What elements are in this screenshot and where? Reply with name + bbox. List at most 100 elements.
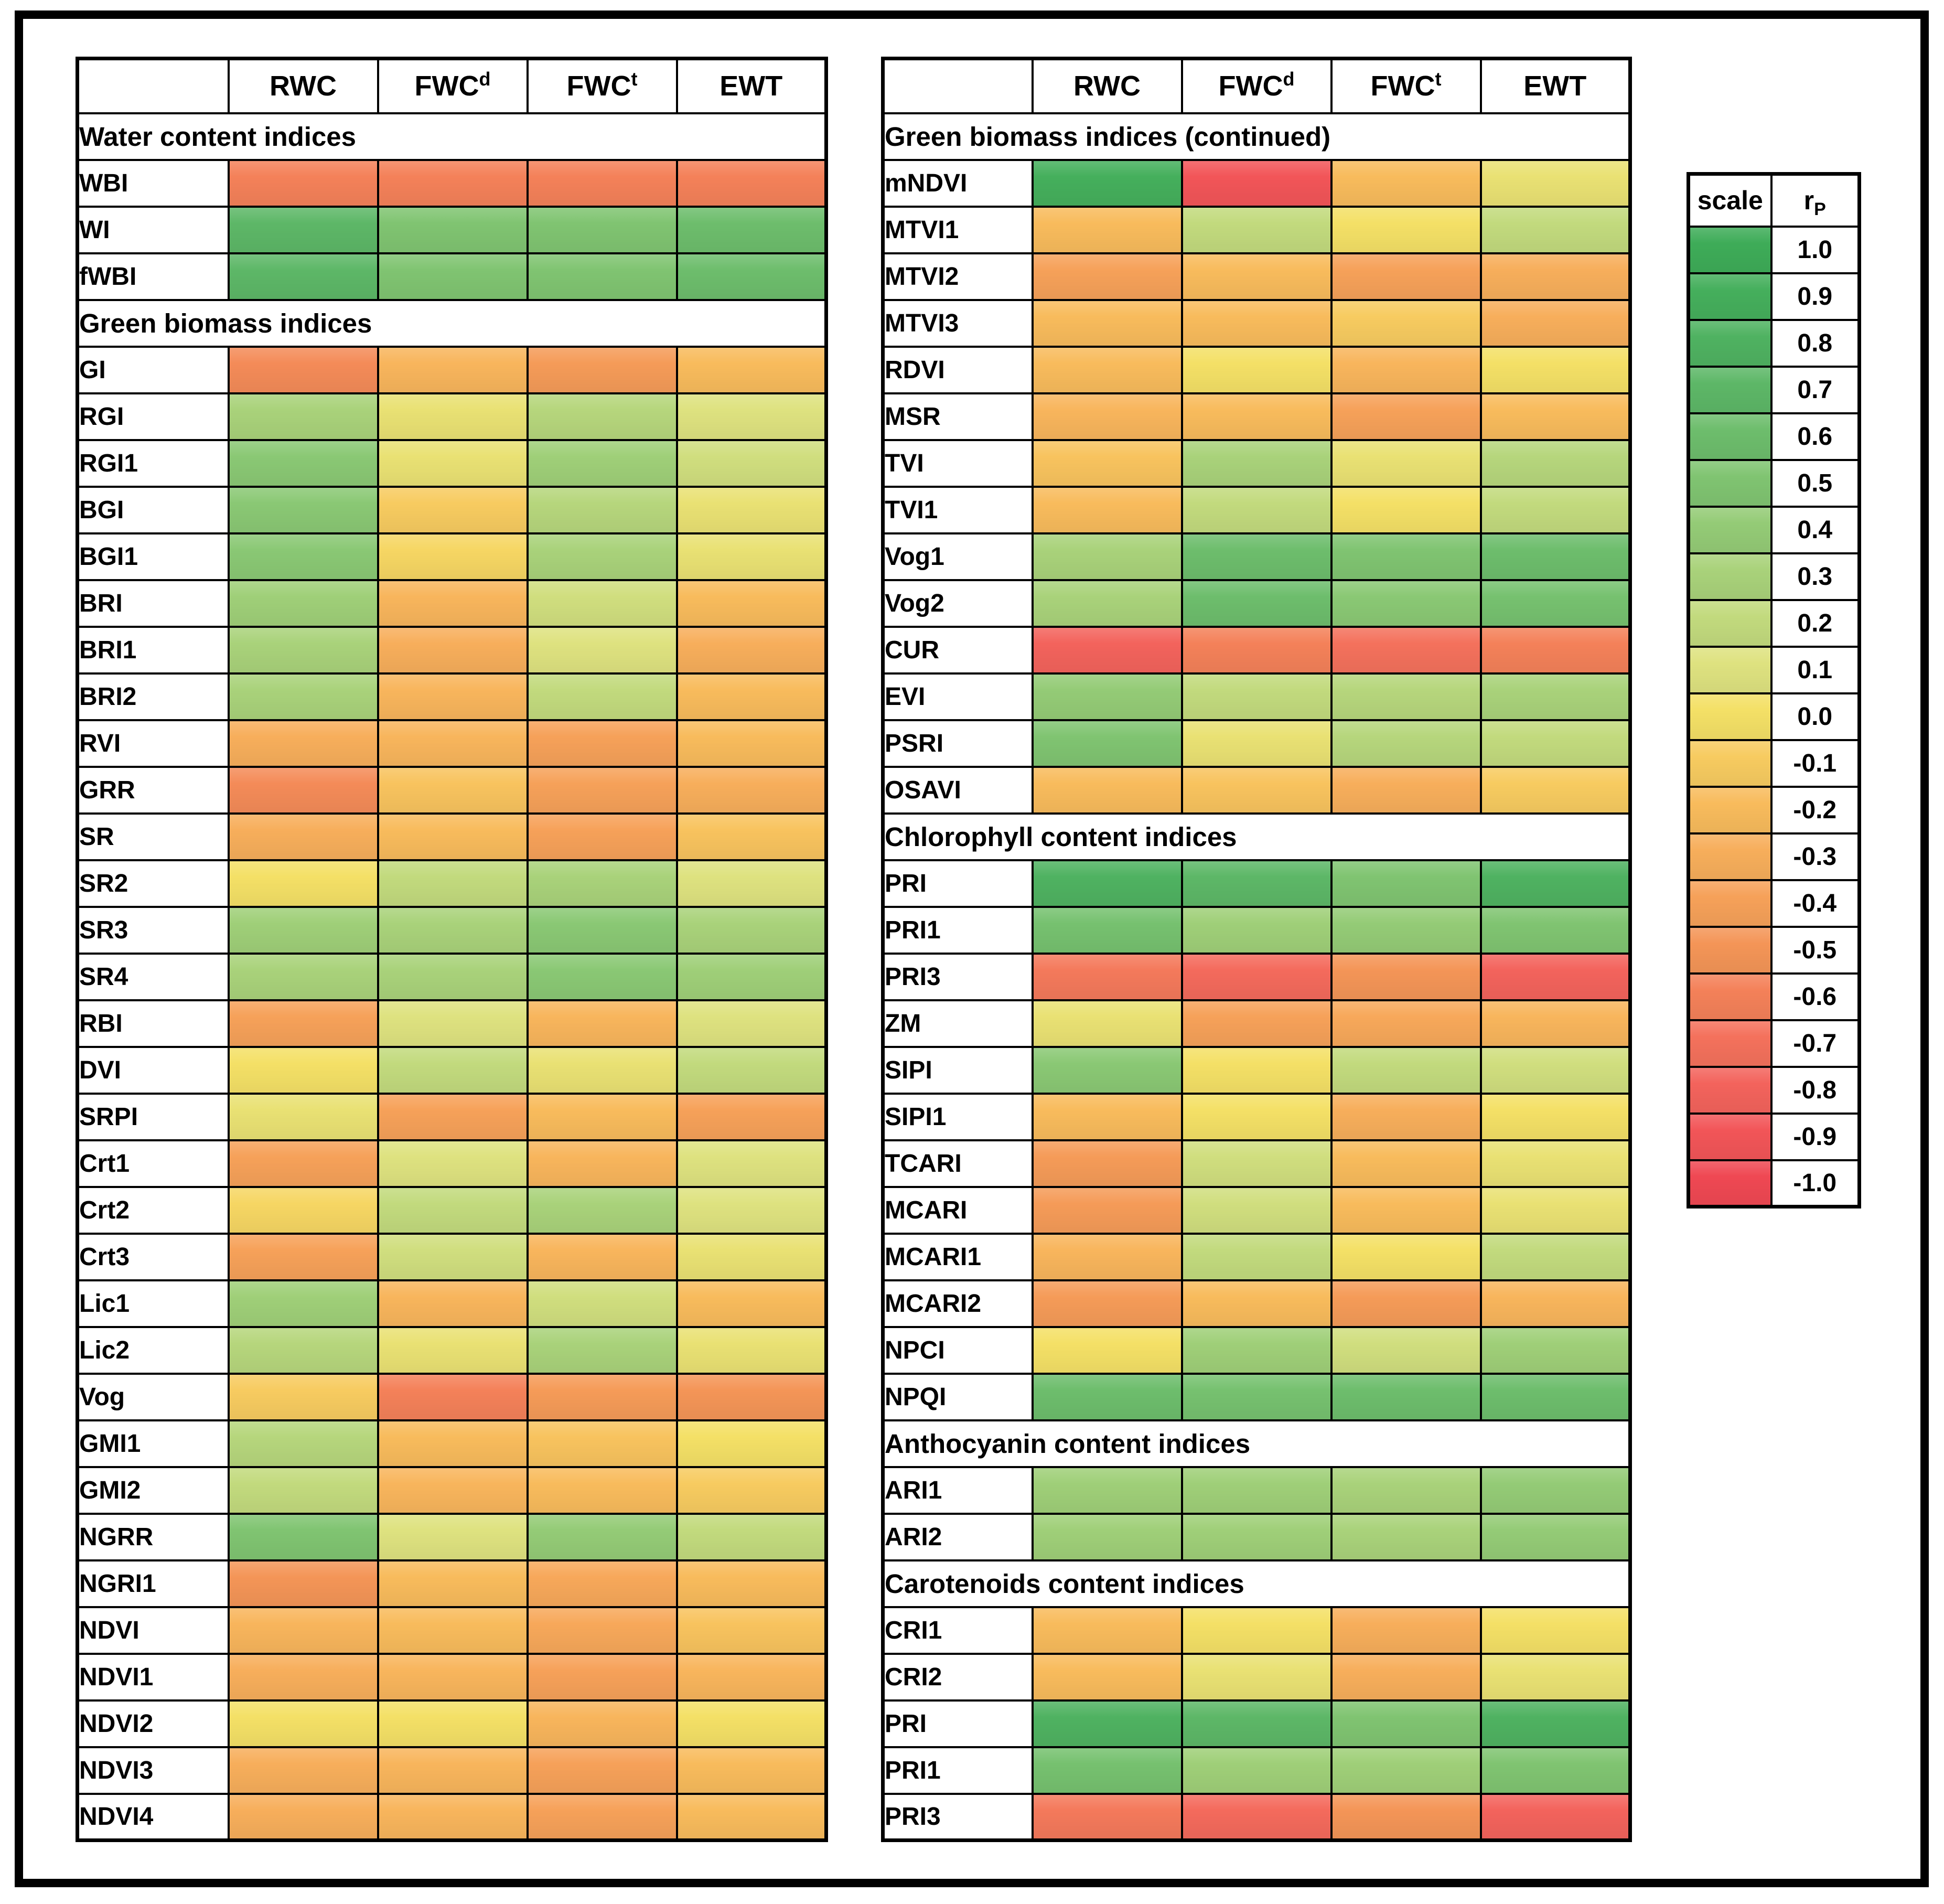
correlation-cell [377,1699,529,1748]
correlation-cell [1180,765,1333,815]
correlation-cell [1330,298,1482,348]
corner-cell [882,57,1034,114]
correlation-cell [1479,765,1631,815]
correlation-cell [1180,485,1333,534]
legend-value: -0.9 [1770,1112,1861,1161]
index-row: GMI2 [76,1466,828,1515]
correlation-cell [526,1232,678,1281]
index-row: mNDVI [882,158,1631,208]
index-row: CUR [882,625,1631,675]
column-header-fwct: FWCt [526,57,678,114]
correlation-cell [675,1652,828,1702]
index-label: mNDVI [882,158,1034,208]
correlation-cell [227,1139,379,1188]
correlation-cell [227,1559,379,1608]
legend-step-row: -0.5 [1687,925,1861,975]
index-label: BRI1 [76,625,230,675]
index-row: SR4 [76,952,828,1001]
correlation-cell [675,1559,828,1608]
correlation-cell [1330,1325,1482,1375]
index-label: SR [76,812,230,861]
legend-swatch [1687,552,1773,601]
correlation-cell [526,485,678,534]
correlation-cell [675,1139,828,1188]
index-label: MTVI3 [882,298,1034,348]
correlation-cell [1031,1372,1183,1421]
correlation-cell [1479,1606,1631,1655]
correlation-cell [377,1792,529,1842]
index-row: RBI [76,999,828,1048]
correlation-cell [1180,1606,1333,1655]
rp-base: r [1803,186,1814,216]
column-header-superscript: t [631,68,638,90]
column-header-label: RWC [1073,70,1141,102]
correlation-cell [1330,485,1482,534]
legend-value: 0.5 [1770,458,1861,508]
legend-value: 0.7 [1770,365,1861,414]
section-header: Anthocyanin content indices [882,1419,1631,1468]
correlation-cell [1031,579,1183,628]
correlation-cell [1479,1512,1631,1561]
index-label: PRI3 [882,952,1034,1001]
correlation-cell [675,1792,828,1842]
figure-content: RWC FWCd FWCt EWT Water content indices WBI WI… [76,57,1861,1842]
index-row: BGI [76,485,828,534]
correlation-cell [227,532,379,581]
correlation-cell [227,999,379,1048]
column-header-ewt: EWT [675,57,828,114]
correlation-cell [1031,1279,1183,1328]
index-row: BRI1 [76,625,828,675]
column-header-label: FWC [566,70,631,102]
correlation-cell [526,812,678,861]
index-row: MSR [882,392,1631,441]
correlation-cell [1330,1512,1482,1561]
correlation-cell [526,1606,678,1655]
index-label: EVI [882,672,1034,721]
legend-step-row: 0.5 [1687,458,1861,508]
index-row: PRI [882,859,1631,908]
correlation-cell [1330,625,1482,675]
correlation-cell [675,719,828,768]
index-label: PRI1 [882,1746,1034,1795]
index-row: RVI [76,719,828,768]
index-row: SR2 [76,859,828,908]
column-header-label: FWC [414,70,479,102]
index-row: NGRI1 [76,1559,828,1608]
index-label: TCARI [882,1139,1034,1188]
correlation-cell [526,579,678,628]
correlation-cell [1031,485,1183,534]
correlation-cell [1031,1232,1183,1281]
correlation-cell [377,1652,529,1702]
index-label: NGRI1 [76,1559,230,1608]
correlation-cell [1479,158,1631,208]
correlation-cell [1330,952,1482,1001]
correlation-cell [526,1045,678,1095]
correlation-cell [377,205,529,254]
correlation-cell [1180,1325,1333,1375]
column-header-row: RWC FWCd FWCt EWT [882,57,1631,114]
correlation-cell [1031,1139,1183,1188]
index-label: Crt3 [76,1232,230,1281]
index-row: Lic2 [76,1325,828,1375]
correlation-cell [526,1139,678,1188]
correlation-cell [675,859,828,908]
legend-swatch [1687,879,1773,928]
index-label: NDVI2 [76,1699,230,1748]
correlation-cell [377,952,529,1001]
index-row: RGI [76,392,828,441]
index-label: CRI1 [882,1606,1034,1655]
correlation-cell [1180,579,1333,628]
correlation-cell [1330,392,1482,441]
legend-swatch [1687,785,1773,835]
correlation-cell [1180,905,1333,955]
legend-value: 0.9 [1770,272,1861,321]
index-row: NDVI1 [76,1652,828,1702]
correlation-cell [675,1746,828,1795]
legend-step-row: -1.0 [1687,1159,1861,1208]
index-row: Crt2 [76,1185,828,1235]
legend-step-row: -0.2 [1687,785,1861,835]
correlation-cell [377,765,529,815]
column-header-label: FWC [1218,70,1283,102]
correlation-cell [1479,1325,1631,1375]
correlation-cell [1180,1232,1333,1281]
